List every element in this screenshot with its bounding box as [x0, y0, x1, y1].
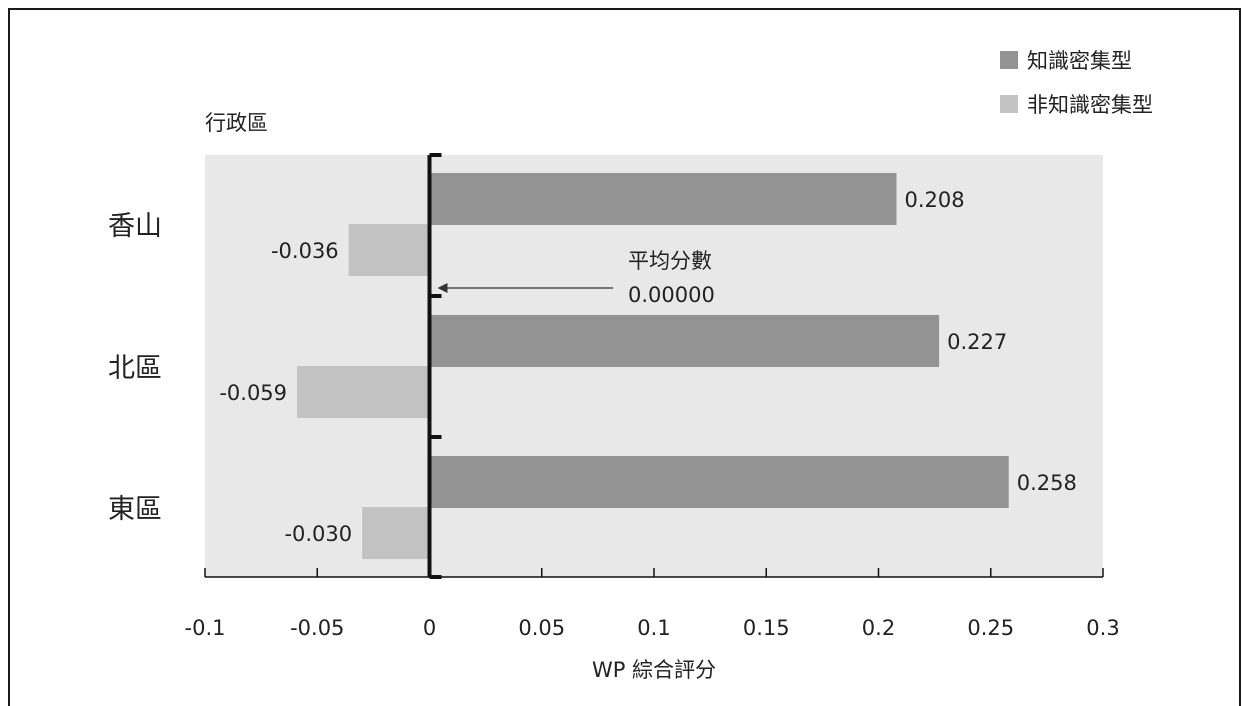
data-label: -0.030	[284, 522, 352, 546]
annotation-label: 平均分數	[628, 249, 712, 273]
bar	[429, 173, 897, 225]
x-tick-label: -0.1	[185, 616, 226, 640]
x-tick-label: 0.15	[743, 616, 790, 640]
legend-label: 非知識密集型	[1027, 93, 1153, 117]
x-tick-label: 0.3	[1086, 616, 1119, 640]
x-axis-title: WP 綜合評分	[592, 658, 716, 682]
bar	[429, 456, 1009, 508]
annotation-value: 0.00000	[628, 283, 715, 307]
category-label: 香山	[108, 211, 162, 242]
x-tick-label: 0.2	[862, 616, 895, 640]
data-label: 0.227	[947, 330, 1007, 354]
data-label: -0.059	[219, 381, 287, 405]
bar	[429, 315, 940, 367]
data-label: 0.208	[904, 188, 964, 212]
x-tick-label: 0.1	[637, 616, 670, 640]
category-label: 北區	[108, 353, 162, 384]
x-tick-label: 0.05	[518, 616, 565, 640]
legend-swatch	[1000, 51, 1018, 69]
x-tick-label: 0.25	[967, 616, 1014, 640]
legend-swatch	[1000, 95, 1018, 113]
mean-score-annotation: 平均分數 0.00000	[437, 249, 715, 307]
legend-label: 知識密集型	[1027, 49, 1132, 73]
x-tick-label: 0	[423, 616, 436, 640]
category-axis-title: 行政區	[205, 111, 268, 135]
bar	[362, 507, 430, 559]
data-label: -0.036	[271, 239, 339, 263]
x-tick-label: -0.05	[290, 616, 344, 640]
chart-frame	[8, 8, 1241, 706]
category-label: 東區	[108, 494, 162, 525]
data-label: 0.258	[1017, 471, 1077, 495]
annotation-arrowhead	[437, 283, 448, 293]
bar	[348, 224, 430, 276]
bar	[297, 366, 430, 418]
